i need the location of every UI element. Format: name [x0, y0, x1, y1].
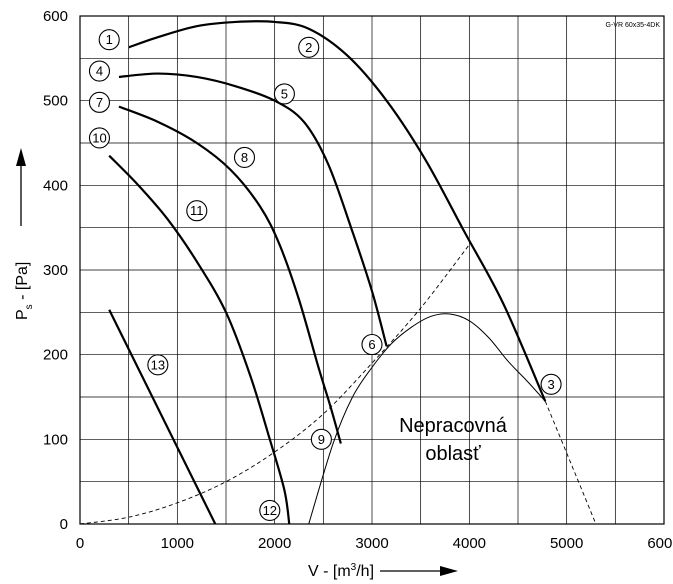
marker-11: 11	[186, 200, 208, 222]
marker-7: 7	[88, 91, 111, 113]
marker-number: 13	[151, 357, 165, 372]
marker-number: 6	[368, 337, 375, 352]
curve-c10-11-12	[108, 154, 291, 525]
curve-boundary-right	[544, 401, 597, 525]
marker-number: 2	[305, 40, 312, 55]
marker-5: 5	[273, 83, 295, 105]
marker-number: 1	[106, 32, 113, 47]
marker-circle	[298, 36, 320, 58]
marker-number: 7	[96, 95, 103, 110]
y-tick-label: 600	[43, 8, 68, 25]
curve-system	[79, 244, 470, 525]
plot-frame	[79, 15, 665, 525]
marker-number: 12	[263, 503, 277, 518]
marker-number: 5	[281, 86, 288, 101]
region-label-line2: oblasť	[425, 443, 481, 465]
marker-number: 10	[92, 130, 106, 145]
marker-6: 6	[361, 333, 383, 356]
marker-3: 3	[540, 373, 562, 395]
marker-10: 10	[88, 127, 111, 149]
marker-number: 4	[96, 64, 103, 79]
x-tick-label: 2000	[258, 535, 291, 552]
marker-number: 8	[241, 150, 248, 165]
marker-circle	[361, 333, 383, 356]
model-label: G-VR 60x35-4DK	[606, 22, 661, 29]
marker-circle	[273, 83, 295, 105]
curve-c4-5-6	[118, 72, 388, 347]
marker-number: 9	[318, 432, 325, 447]
y-tick-label: 100	[43, 431, 68, 448]
marker-2: 2	[298, 36, 320, 58]
marker-circle	[147, 354, 169, 376]
series-lines	[79, 20, 597, 525]
marker-circle	[233, 146, 256, 168]
y-tick-label: 300	[43, 262, 68, 279]
y-tick-label: 500	[43, 93, 68, 110]
marker-8: 8	[233, 146, 256, 168]
x-tick-label: 5000	[550, 535, 583, 552]
x-axis-label: V - [m3/h]	[308, 562, 374, 580]
x-tick-label: 4000	[453, 535, 486, 552]
x-tick-label: 1000	[161, 535, 194, 552]
marker-circle	[88, 60, 111, 82]
marker-circle	[88, 127, 111, 149]
marker-circle	[186, 200, 208, 222]
y-tick-labels: 0 100 200 300 400 500 600	[43, 8, 68, 533]
marker-circle	[540, 373, 562, 395]
curve-boundary-left	[308, 313, 546, 525]
region-label-line1: Nepracovná	[399, 415, 508, 437]
marker-number: 11	[190, 203, 204, 218]
curve-c7-8-9	[118, 105, 342, 444]
y-axis-label: Ps - [Pa]	[14, 262, 35, 320]
x-tick-label: 0	[76, 535, 84, 552]
y-tick-label: 0	[60, 516, 68, 533]
marker-circle	[88, 91, 111, 113]
x-tick-label: 3000	[355, 535, 388, 552]
grid	[80, 16, 664, 524]
curve-c13	[108, 309, 217, 525]
marker-12: 12	[259, 499, 281, 522]
marker-number: 3	[547, 377, 554, 392]
marker-1: 1	[98, 29, 120, 51]
marker-4: 4	[88, 60, 111, 82]
marker-9: 9	[310, 428, 332, 450]
marker-13: 13	[147, 354, 169, 376]
y-axis-arrow	[16, 148, 26, 226]
marker-circle	[98, 29, 120, 51]
curve-c1-2-3	[128, 20, 547, 402]
x-axis-arrow	[380, 566, 458, 576]
marker-circle	[259, 499, 281, 522]
marker-circle	[310, 428, 332, 450]
y-tick-label: 200	[43, 347, 68, 364]
y-tick-label: 400	[43, 177, 68, 194]
